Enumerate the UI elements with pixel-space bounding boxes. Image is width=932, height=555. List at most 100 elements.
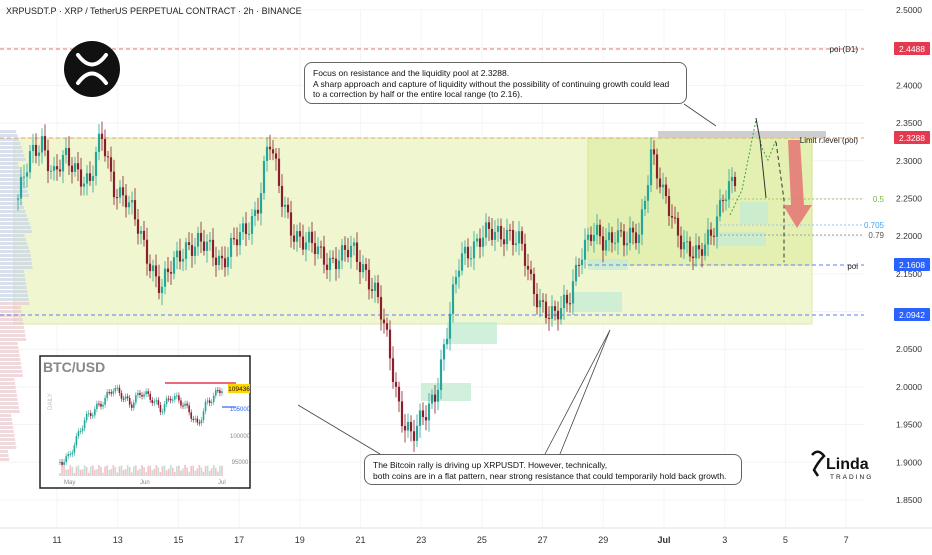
inset-volume-bar <box>79 469 82 476</box>
callout-pointer <box>544 329 611 455</box>
volume-profile-bar <box>0 138 19 141</box>
inset-candle-body <box>89 413 92 417</box>
candle-body <box>604 240 608 251</box>
candle-body <box>70 165 74 172</box>
candle-body <box>262 160 266 194</box>
inset-volume-bar <box>61 466 63 476</box>
volume-profile-bar <box>0 198 22 201</box>
candle-body <box>256 209 260 214</box>
x-tick-label: 25 <box>477 535 487 545</box>
candle-body <box>280 185 284 207</box>
candle-body <box>178 250 182 262</box>
inset-volume-bar <box>118 466 121 476</box>
candles <box>16 121 737 452</box>
volume-profile-bar <box>0 346 19 349</box>
inset-candle-body <box>71 452 74 455</box>
candle-body <box>406 421 410 431</box>
candle-body <box>28 151 32 173</box>
inset-candle-body <box>178 395 180 401</box>
candle-body <box>502 239 506 245</box>
candle-body <box>319 246 323 248</box>
candle-body <box>121 187 125 196</box>
candle-body <box>193 246 197 256</box>
candle-body <box>715 216 719 237</box>
volume-profile-bar <box>0 358 21 361</box>
demand-block <box>421 383 471 401</box>
candle-body <box>700 249 704 256</box>
btc-inset: BTC/USD DAILY 109436 105000 100000 95000… <box>39 355 251 489</box>
inset-candle-body <box>163 404 166 412</box>
inset-volume-bar <box>200 467 203 476</box>
inset-volume-bar <box>124 468 127 476</box>
inset-candle-body <box>176 395 178 397</box>
top-callout-line: to a correction by half or the entire lo… <box>313 89 523 100</box>
candle-body <box>553 306 557 311</box>
x-tick-label: 11 <box>52 535 61 545</box>
candle-body <box>709 229 713 236</box>
poi-d1-value: 2.4488 <box>899 44 925 54</box>
inset-volume-bar <box>65 469 67 476</box>
time-axis[interactable]: 11 13 15 17 19 21 23 25 27 29 Jul 3 5 7 <box>52 535 848 545</box>
inset-candle-body <box>159 404 162 413</box>
candle-body <box>151 265 155 272</box>
price-axis[interactable]: 2.50002.45002.40002.35002.30002.25002.20… <box>896 5 922 505</box>
inset-candle-body <box>96 403 98 410</box>
candle-body <box>301 236 305 250</box>
inset-candle-body <box>212 395 215 403</box>
candle-body <box>478 238 482 247</box>
inset-volume-bar <box>77 465 80 476</box>
projection-drop-path <box>775 141 785 262</box>
projection-main-path <box>755 117 767 199</box>
inset-price-badge: 109436 <box>228 386 250 393</box>
candle-body <box>109 157 113 172</box>
candle-body <box>616 230 620 243</box>
limit-level-value: 2.3288 <box>899 133 925 143</box>
inset-volume-bar <box>122 470 125 476</box>
candle-body <box>232 237 236 240</box>
candle-body <box>703 244 707 256</box>
inset-volume-bar <box>210 468 213 476</box>
x-tick-label: 3 <box>722 535 727 545</box>
limit-level-label: Limit r.level (poi) <box>800 136 859 145</box>
candle-body <box>172 257 176 274</box>
candle-body <box>442 344 446 360</box>
volume-profile-bar <box>0 406 19 409</box>
inset-tick-95000: 95000 <box>232 460 249 466</box>
inset-volume-bar <box>67 469 69 476</box>
candle-body <box>82 183 86 187</box>
volume-profile-bar <box>0 170 21 173</box>
inset-volume-bar <box>157 467 160 476</box>
candle-body <box>328 257 332 270</box>
y-tick-label: 2.0500 <box>896 344 922 354</box>
volume-profile-bar <box>0 190 28 193</box>
candle-body <box>277 158 281 186</box>
xrp-logo <box>64 41 120 97</box>
inset-candle-body <box>169 398 172 401</box>
volume-profile-bar <box>0 310 22 313</box>
candle-body <box>217 255 221 266</box>
candle-body <box>124 195 128 208</box>
volume-profile-bar <box>0 194 29 197</box>
inset-candle-body <box>204 401 207 412</box>
candle-body <box>259 193 263 214</box>
poi-value: 2.1608 <box>899 260 925 270</box>
inset-candle-body <box>126 396 129 398</box>
volume-profile-bar <box>0 326 25 329</box>
inset-volume-bar <box>190 466 192 476</box>
candle-body <box>52 166 56 171</box>
candle-body <box>343 245 347 250</box>
volume-profile-bar <box>0 302 30 305</box>
support-badge <box>894 308 930 321</box>
candle-body <box>436 389 440 402</box>
candle-body <box>94 151 98 177</box>
inset-candle-body <box>167 398 170 400</box>
x-tick-label: 19 <box>295 535 305 545</box>
candle-body <box>37 152 41 156</box>
volume-profile-bar <box>0 166 20 169</box>
candle-body <box>622 231 626 246</box>
candle-body <box>595 224 599 235</box>
inset-volume-bar <box>174 471 176 476</box>
inset-volume-bar <box>63 465 65 476</box>
candle-body <box>568 303 572 305</box>
candle-body <box>25 172 29 177</box>
